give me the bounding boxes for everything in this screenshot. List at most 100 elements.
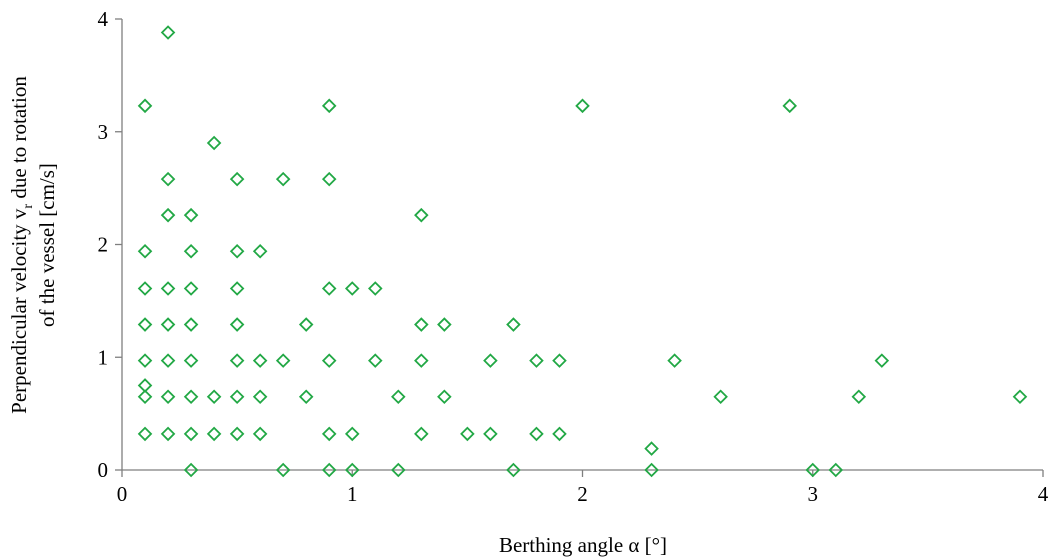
y-tick-label: 2 — [98, 233, 109, 257]
data-point — [828, 462, 844, 478]
data-point — [137, 281, 153, 296]
tick-labels: 0 1 2 3 4 0 1 2 3 4 — [98, 7, 1049, 506]
data-point — [183, 317, 199, 332]
data-point — [137, 98, 153, 114]
y-tick-label: 1 — [98, 345, 109, 369]
data-point — [160, 426, 176, 442]
data-point — [644, 441, 659, 456]
data-point — [437, 389, 452, 404]
data-point — [229, 389, 245, 404]
data-point — [437, 317, 452, 332]
data-point — [183, 353, 199, 368]
data-point — [137, 389, 153, 404]
data-point — [460, 426, 475, 442]
y-axis-label-line1-pre: Perpendicular velocity v — [7, 208, 31, 414]
data-point — [160, 207, 176, 223]
data-point — [414, 353, 429, 368]
data-point — [252, 426, 268, 442]
data-point — [552, 426, 567, 442]
data-point — [782, 98, 797, 114]
data-point — [229, 281, 245, 296]
x-axis-label: Berthing angle α [°] — [499, 533, 667, 557]
data-point — [252, 389, 268, 404]
data-point — [160, 353, 176, 368]
data-point — [229, 426, 245, 442]
data-point — [575, 98, 590, 114]
y-axis-label-subscript: r — [21, 204, 36, 209]
data-point — [483, 353, 498, 368]
x-tick-label: 4 — [1038, 482, 1049, 506]
x-tick-label: 1 — [347, 482, 358, 506]
data-point — [344, 462, 360, 478]
x-tick-label: 3 — [808, 482, 819, 506]
data-point — [137, 243, 153, 259]
data-point — [229, 171, 245, 187]
data-point — [344, 426, 360, 442]
data-point — [321, 426, 337, 442]
data-point — [183, 462, 199, 478]
data-point — [321, 353, 337, 368]
data-point — [368, 281, 383, 296]
data-point — [275, 353, 291, 368]
data-point — [344, 281, 360, 296]
data-point — [1012, 389, 1028, 404]
data-point — [321, 462, 337, 478]
data-point — [298, 389, 314, 404]
data-point — [137, 317, 153, 332]
data-point — [160, 389, 176, 404]
data-point — [321, 171, 337, 187]
data-point — [851, 389, 867, 404]
data-point — [183, 281, 199, 296]
data-point — [183, 426, 199, 442]
data-point — [713, 389, 728, 404]
data-point — [183, 243, 199, 259]
data-point — [391, 462, 406, 478]
data-point — [206, 426, 222, 442]
y-tick-label: 4 — [98, 7, 109, 31]
data-point — [874, 353, 890, 368]
y-axis-label-line1: Perpendicular velocity vr due to rotatio… — [7, 76, 36, 414]
data-point — [529, 353, 544, 368]
data-point — [183, 207, 199, 223]
y-axis-label-line1-post: due to rotation — [7, 76, 31, 204]
data-point — [805, 462, 821, 478]
data-point — [137, 426, 153, 442]
data-point — [229, 353, 245, 368]
data-point — [252, 243, 268, 259]
y-tick-label: 3 — [98, 120, 109, 144]
data-point — [160, 171, 176, 187]
data-point — [483, 426, 498, 442]
data-point — [206, 135, 222, 151]
data-point — [414, 317, 429, 332]
data-point — [137, 353, 153, 368]
data-point — [506, 317, 521, 332]
data-point — [160, 281, 176, 296]
data-point — [321, 281, 337, 296]
data-point — [160, 25, 176, 40]
data-point — [252, 353, 268, 368]
data-point — [414, 426, 429, 442]
data-point — [229, 243, 245, 259]
data-point — [667, 353, 682, 368]
data-point — [391, 389, 406, 404]
data-point — [229, 317, 245, 332]
data-point — [298, 317, 314, 332]
data-point — [275, 462, 291, 478]
data-point — [529, 426, 544, 442]
data-point — [644, 462, 659, 478]
data-point — [368, 353, 383, 368]
data-point — [552, 353, 567, 368]
data-point — [183, 389, 199, 404]
data-point — [414, 207, 429, 223]
data-point — [206, 389, 222, 404]
data-point — [506, 462, 521, 478]
data-point — [321, 98, 337, 114]
y-axis-label-line2: of the vessel [cm/s] — [35, 163, 59, 327]
x-tick-label: 2 — [577, 482, 588, 506]
y-tick-label: 0 — [98, 458, 109, 482]
data-points — [137, 25, 1028, 478]
data-point — [160, 317, 176, 332]
data-point — [275, 171, 291, 187]
x-tick-label: 0 — [117, 482, 128, 506]
